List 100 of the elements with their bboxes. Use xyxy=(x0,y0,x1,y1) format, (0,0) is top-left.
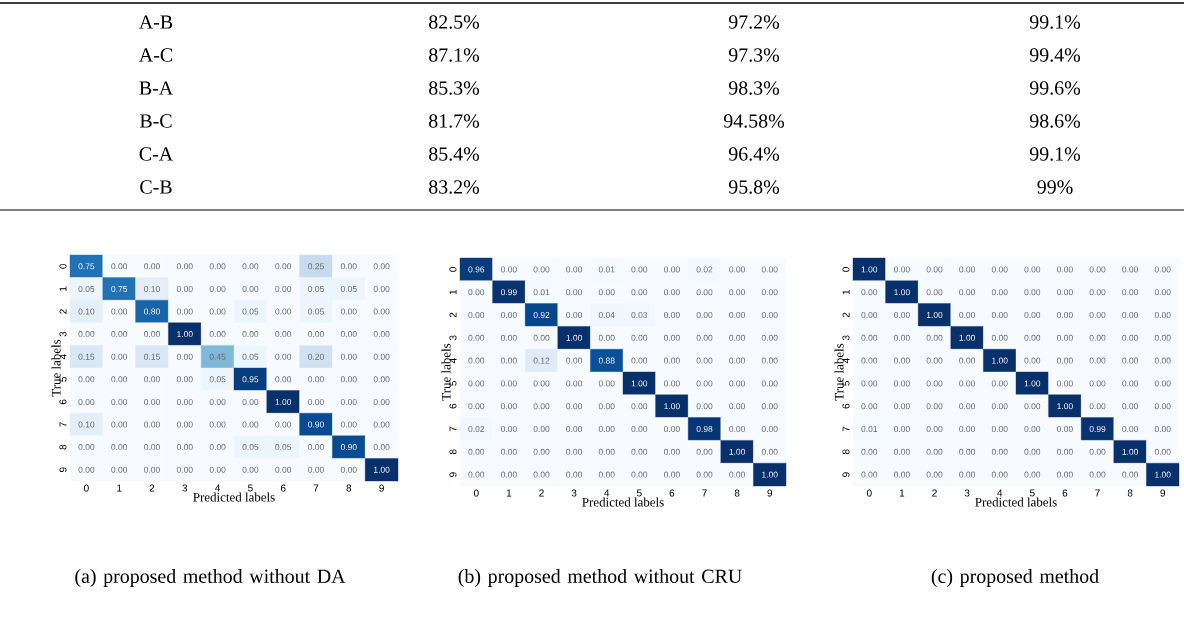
data-label: 0.00 xyxy=(468,357,485,364)
data-label: 0.00 xyxy=(1154,334,1171,341)
text: 98.3% xyxy=(728,81,780,95)
data-label: 0.00 xyxy=(861,448,878,455)
text: 82.5% xyxy=(429,15,480,29)
data-label: 0.00 xyxy=(631,266,648,273)
data-label: 0.00 xyxy=(566,403,583,410)
data-label: 0.00 xyxy=(242,331,259,338)
data-label: 0.04 xyxy=(598,312,615,318)
x-tick-label: 4 xyxy=(215,484,221,492)
data-label: 0.00 xyxy=(1089,266,1106,273)
data-label: 0.00 xyxy=(176,353,193,360)
data-label: 0.00 xyxy=(468,289,485,296)
data-label: 0.00 xyxy=(468,448,485,455)
x-tick-label: 7 xyxy=(313,484,319,492)
data-label: 0.00 xyxy=(1089,403,1106,410)
data-label: 0.00 xyxy=(1024,289,1041,296)
data-label: 0.00 xyxy=(959,357,976,364)
data-label: 0.00 xyxy=(111,308,128,315)
x-tick-label: 3 xyxy=(964,489,970,497)
data-label: 0.00 xyxy=(729,357,746,364)
data-label: 0.00 xyxy=(209,285,226,292)
data-label: 0.00 xyxy=(1154,289,1171,296)
data-label: 0.00 xyxy=(373,308,390,315)
data-label: 0.00 xyxy=(1057,448,1073,455)
data-label: 0.00 xyxy=(1154,312,1171,318)
data-label: 0.00 xyxy=(209,444,226,451)
y-tick-label: 0 xyxy=(449,267,457,272)
x-tick-label: 1 xyxy=(506,489,512,497)
category-label: A-B xyxy=(139,15,173,29)
data-label: 1.00 xyxy=(894,289,910,296)
data-label: 0.00 xyxy=(761,448,778,455)
data-label: 0.00 xyxy=(566,289,583,296)
text: 97.3% xyxy=(728,48,780,62)
x-tick-label: 2 xyxy=(149,484,155,492)
data-label: 0.00 xyxy=(373,331,390,338)
data-label: 0.00 xyxy=(926,380,943,387)
data-label: 0.00 xyxy=(1154,357,1171,364)
data-label: 1.00 xyxy=(992,357,1008,364)
data-label: 0.00 xyxy=(894,403,910,410)
data-label: 0.00 xyxy=(209,466,226,473)
data-label: 0.00 xyxy=(761,266,778,273)
data-label: 0.00 xyxy=(991,266,1008,273)
data-label: 0.00 xyxy=(861,334,878,341)
data-label: 0.00 xyxy=(959,266,976,273)
data-label: 0.00 xyxy=(696,289,713,296)
data-label: 0.00 xyxy=(144,376,160,383)
data-label: 0.00 xyxy=(340,308,357,315)
data-label: 0.00 xyxy=(959,403,976,410)
data-label: 0.00 xyxy=(991,334,1008,341)
data-label: 0.00 xyxy=(761,334,778,341)
data-label: 0.00 xyxy=(861,357,878,364)
data-label: 0.00 xyxy=(598,289,615,296)
data-label: 0.00 xyxy=(111,353,128,360)
text: 94.58% xyxy=(723,114,785,128)
data-label: 0.00 xyxy=(533,403,550,410)
data-label: 0.00 xyxy=(729,289,746,296)
data-label: 0.00 xyxy=(861,289,878,296)
text: (a) proposed method without DA xyxy=(75,568,346,588)
y-tick-label: 8 xyxy=(842,449,850,455)
data-label: 0.00 xyxy=(729,266,746,273)
data-label: 0.00 xyxy=(926,334,943,341)
data-label: 0.00 xyxy=(926,357,943,364)
x-tick-label: 6 xyxy=(669,489,675,497)
text: 99.4% xyxy=(1029,48,1081,62)
data-label: 0.00 xyxy=(242,398,259,405)
x-tick-label: 6 xyxy=(280,484,286,492)
data-label: 0.00 xyxy=(1024,403,1041,410)
data-label: 0.00 xyxy=(1024,357,1041,364)
data-label: 1.00 xyxy=(1155,471,1171,478)
x-tick-label: 2 xyxy=(932,489,937,497)
data-label: 0.00 xyxy=(1057,426,1073,432)
data-label: 0.00 xyxy=(373,263,390,270)
data-label: 0.00 xyxy=(111,398,128,405)
y-tick-label: 1 xyxy=(449,289,457,295)
x-tick-label: 9 xyxy=(379,484,384,492)
data-label: 0.00 xyxy=(209,421,226,428)
y-tick-label: 9 xyxy=(449,472,457,477)
data-label: 0.00 xyxy=(1024,426,1041,432)
data-label: 0.00 xyxy=(340,353,357,360)
data-label: 0.00 xyxy=(78,331,95,338)
data-label: 0.00 xyxy=(1089,289,1106,296)
y-tick-label: 6 xyxy=(449,403,457,409)
data-label: 1.00 xyxy=(566,334,583,341)
data-label: 0.00 xyxy=(176,444,193,451)
data-label: 0.00 xyxy=(1057,334,1073,341)
data-label: 1.00 xyxy=(861,266,878,273)
text: 87.1% xyxy=(429,48,480,62)
data-label: 1.00 xyxy=(1122,448,1139,455)
data-label: 0.00 xyxy=(111,331,128,338)
data-label: 0.00 xyxy=(144,421,160,428)
data-label: 1.00 xyxy=(1057,403,1073,410)
data-label: 1.00 xyxy=(959,334,976,341)
text: 85.3% xyxy=(429,81,480,95)
data-label: 0.00 xyxy=(500,426,517,432)
data-label: 0.00 xyxy=(894,312,910,318)
y-tick-label: 6 xyxy=(59,399,67,405)
data-label: 0.00 xyxy=(533,426,550,432)
y-tick-label: 0 xyxy=(59,263,67,269)
category-label: B-A xyxy=(139,81,173,95)
